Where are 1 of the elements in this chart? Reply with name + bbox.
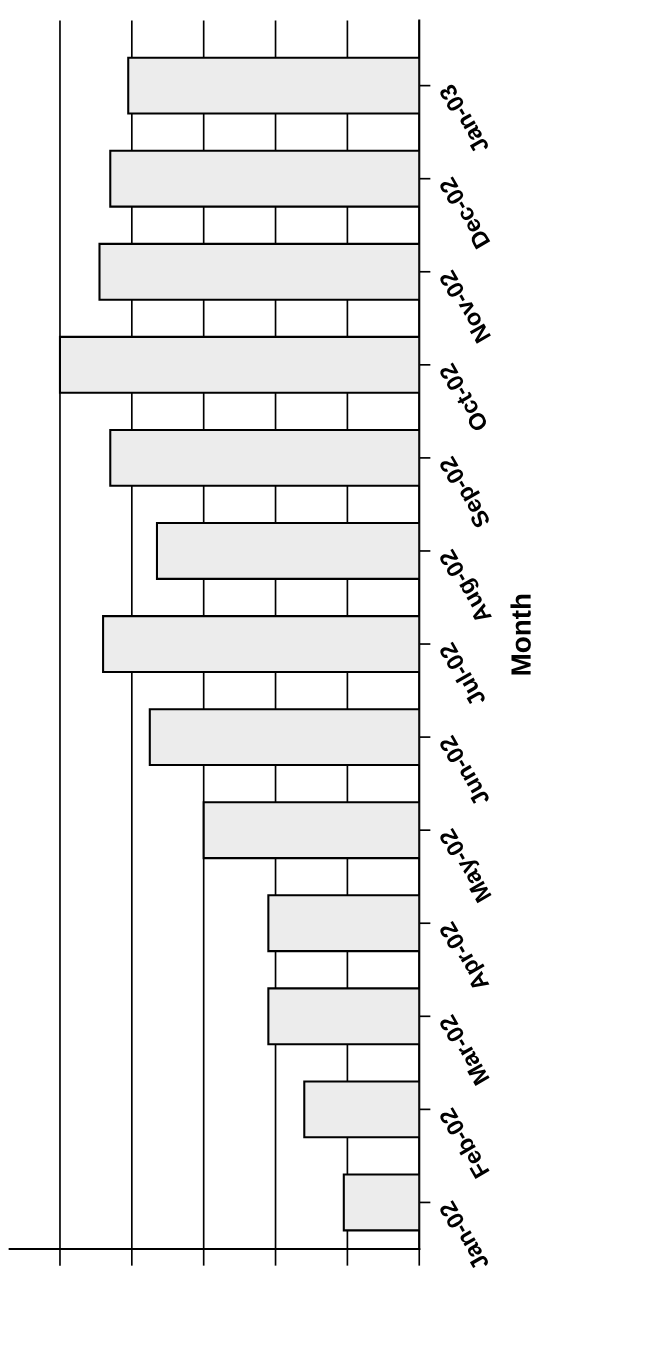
y-axis-title: Month — [510, 594, 531, 675]
